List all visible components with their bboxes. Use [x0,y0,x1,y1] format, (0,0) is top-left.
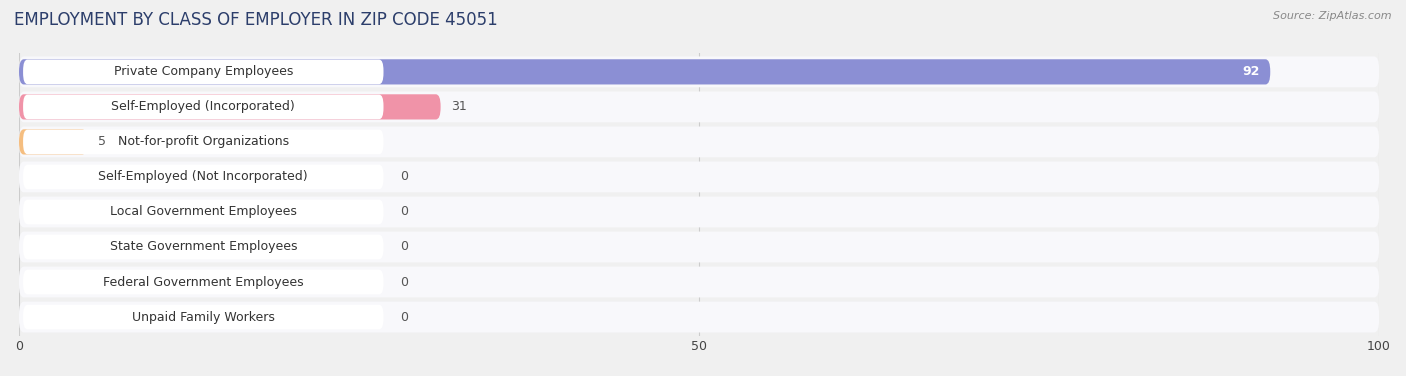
Text: 0: 0 [399,170,408,183]
FancyBboxPatch shape [22,270,384,294]
Text: Private Company Employees: Private Company Employees [114,65,292,78]
FancyBboxPatch shape [20,162,1379,193]
Text: Not-for-profit Organizations: Not-for-profit Organizations [118,135,288,149]
FancyBboxPatch shape [20,59,1270,85]
Text: 0: 0 [399,205,408,218]
FancyBboxPatch shape [20,302,1379,332]
FancyBboxPatch shape [20,94,440,120]
FancyBboxPatch shape [20,126,1379,157]
FancyBboxPatch shape [20,129,87,155]
FancyBboxPatch shape [20,197,1379,227]
FancyBboxPatch shape [22,94,384,119]
FancyBboxPatch shape [20,91,1379,122]
Text: Source: ZipAtlas.com: Source: ZipAtlas.com [1274,11,1392,21]
Text: 92: 92 [1241,65,1260,78]
Text: 0: 0 [399,276,408,288]
Text: 5: 5 [98,135,105,149]
Text: 0: 0 [399,311,408,324]
Text: EMPLOYMENT BY CLASS OF EMPLOYER IN ZIP CODE 45051: EMPLOYMENT BY CLASS OF EMPLOYER IN ZIP C… [14,11,498,29]
FancyBboxPatch shape [22,200,384,224]
FancyBboxPatch shape [20,56,1379,87]
Text: 0: 0 [399,241,408,253]
FancyBboxPatch shape [22,59,384,84]
FancyBboxPatch shape [22,130,384,154]
Text: Federal Government Employees: Federal Government Employees [103,276,304,288]
FancyBboxPatch shape [22,305,384,329]
FancyBboxPatch shape [22,235,384,259]
FancyBboxPatch shape [20,267,1379,297]
Text: Unpaid Family Workers: Unpaid Family Workers [132,311,274,324]
Text: Self-Employed (Incorporated): Self-Employed (Incorporated) [111,100,295,114]
Text: Self-Employed (Not Incorporated): Self-Employed (Not Incorporated) [98,170,308,183]
Text: Local Government Employees: Local Government Employees [110,205,297,218]
Text: 31: 31 [451,100,467,114]
FancyBboxPatch shape [22,165,384,189]
Text: State Government Employees: State Government Employees [110,241,297,253]
FancyBboxPatch shape [20,232,1379,262]
